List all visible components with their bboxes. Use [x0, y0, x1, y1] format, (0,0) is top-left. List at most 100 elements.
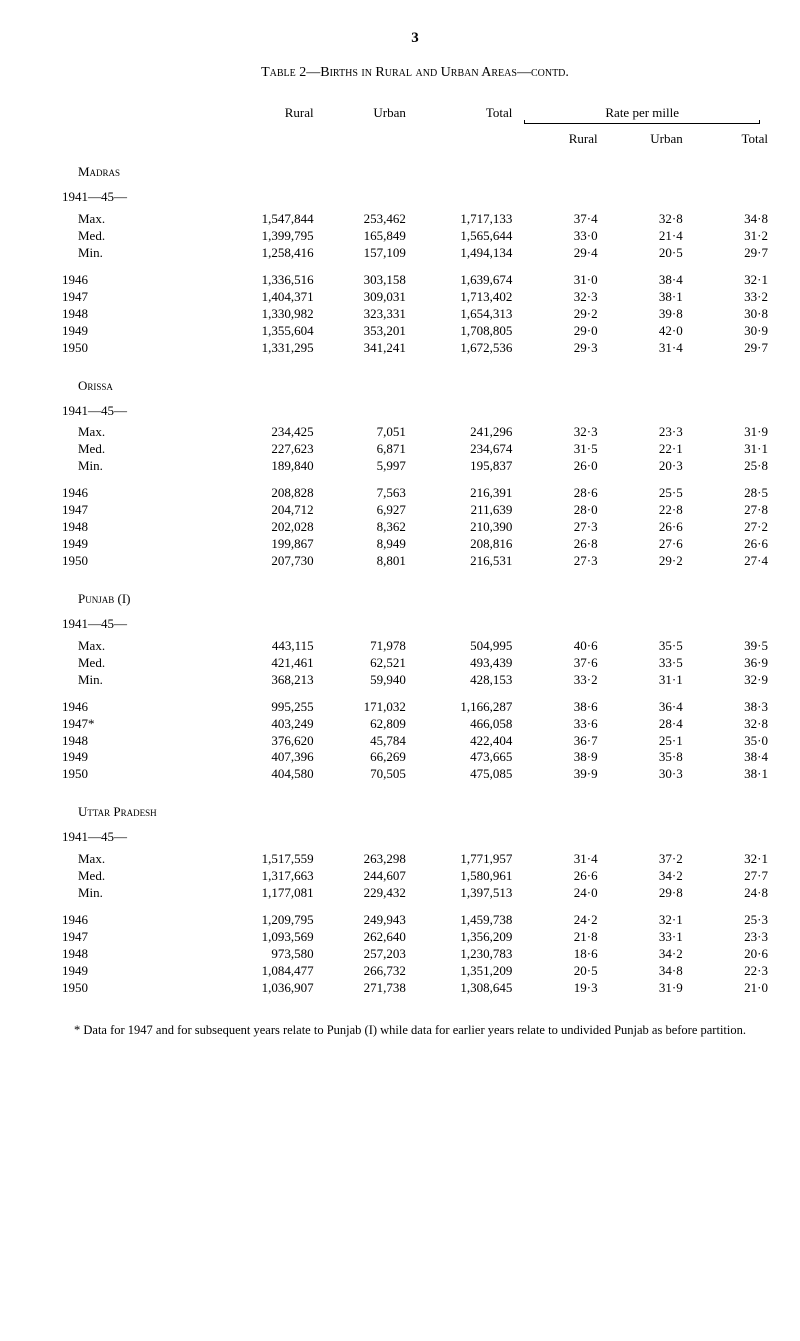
cell-rate-rural: 38·9 — [514, 749, 599, 766]
cell-total: 216,391 — [408, 485, 515, 502]
cell-rate-rural: 33·6 — [514, 716, 599, 733]
cell-rural: 199,867 — [209, 536, 316, 553]
cell-urban: 249,943 — [316, 912, 408, 929]
cell-total: 1,397,513 — [408, 885, 515, 902]
cell-total: 1,166,287 — [408, 699, 515, 716]
row-label: 1948 — [60, 946, 209, 963]
table-row: 19471,093,569262,6401,356,20921·833·123·… — [60, 929, 770, 946]
cell-rural: 403,249 — [209, 716, 316, 733]
cell-rural: 421,461 — [209, 655, 316, 672]
row-label: 1949 — [60, 536, 209, 553]
table-row: Med.421,46162,521493,43937·633·536·9 — [60, 655, 770, 672]
cell-rate-rural: 29·2 — [514, 306, 599, 323]
cell-urban: 5,997 — [316, 458, 408, 475]
col-total: Total — [408, 105, 515, 131]
cell-rural: 995,255 — [209, 699, 316, 716]
cell-rate-rural: 24·2 — [514, 912, 599, 929]
cell-rural: 1,317,663 — [209, 868, 316, 885]
cell-urban: 6,871 — [316, 441, 408, 458]
cell-urban: 62,809 — [316, 716, 408, 733]
cell-total: 1,639,674 — [408, 272, 515, 289]
cell-rural: 368,213 — [209, 672, 316, 689]
cell-rate-rural: 27·3 — [514, 553, 599, 570]
cell-urban: 263,298 — [316, 851, 408, 868]
cell-rate-total: 25·3 — [685, 912, 770, 929]
cell-rate-total: 36·9 — [685, 655, 770, 672]
cell-total: 493,439 — [408, 655, 515, 672]
table-row: 19481,330,982323,3311,654,31329·239·830·… — [60, 306, 770, 323]
col-urban: Urban — [316, 105, 408, 131]
cell-urban: 157,109 — [316, 245, 408, 262]
cell-total: 208,816 — [408, 536, 515, 553]
cell-rural: 1,547,844 — [209, 211, 316, 228]
cell-rate-urban: 20·5 — [600, 245, 685, 262]
row-label: 1947 — [60, 289, 209, 306]
cell-total: 1,308,645 — [408, 980, 515, 997]
row-label: 1947 — [60, 929, 209, 946]
table-row: 1948376,62045,784422,40436·725·135·0 — [60, 733, 770, 750]
cell-rural: 1,399,795 — [209, 228, 316, 245]
table-row: Med.1,317,663244,6071,580,96126·634·227·… — [60, 868, 770, 885]
births-table: Rural Urban Total Rate per mille Rural U… — [60, 105, 770, 1006]
cell-rate-urban: 26·6 — [600, 519, 685, 536]
table-row: 1948202,0288,362210,39027·326·627·2 — [60, 519, 770, 536]
cell-rate-total: 33·2 — [685, 289, 770, 306]
cell-urban: 7,051 — [316, 424, 408, 441]
cell-urban: 71,978 — [316, 638, 408, 655]
cell-rate-total: 26·6 — [685, 536, 770, 553]
table-row: Med.227,6236,871234,67431·522·131·1 — [60, 441, 770, 458]
table-row: 1947204,7126,927211,63928·022·827·8 — [60, 502, 770, 519]
row-label: Max. — [60, 851, 209, 868]
table-row: 19501,036,907271,7381,308,64519·331·921·… — [60, 980, 770, 997]
cell-rate-total: 27·8 — [685, 502, 770, 519]
table-row: 19461,336,516303,1581,639,67431·038·432·… — [60, 272, 770, 289]
row-label: Max. — [60, 638, 209, 655]
cell-rate-total: 34·8 — [685, 211, 770, 228]
region-heading: Punjab (I) — [60, 580, 770, 611]
col-rate-urban: Urban — [600, 131, 685, 153]
table-header-row-2: Rural Urban Total — [60, 131, 770, 153]
cell-urban: 8,801 — [316, 553, 408, 570]
cell-rate-total: 31·1 — [685, 441, 770, 458]
cell-urban: 253,462 — [316, 211, 408, 228]
cell-rural: 973,580 — [209, 946, 316, 963]
table-row: 19501,331,295341,2411,672,53629·331·429·… — [60, 340, 770, 357]
cell-rate-rural: 29·3 — [514, 340, 599, 357]
cell-rate-rural: 36·7 — [514, 733, 599, 750]
cell-rural: 1,084,477 — [209, 963, 316, 980]
cell-urban: 323,331 — [316, 306, 408, 323]
cell-urban: 8,362 — [316, 519, 408, 536]
cell-rate-rural: 33·2 — [514, 672, 599, 689]
cell-rural: 189,840 — [209, 458, 316, 475]
cell-rate-total: 20·6 — [685, 946, 770, 963]
col-rate-rural: Rural — [514, 131, 599, 153]
cell-total: 1,708,805 — [408, 323, 515, 340]
cell-rate-rural: 29·4 — [514, 245, 599, 262]
cell-rural: 1,404,371 — [209, 289, 316, 306]
cell-rate-total: 21·0 — [685, 980, 770, 997]
cell-urban: 62,521 — [316, 655, 408, 672]
cell-rate-total: 39·5 — [685, 638, 770, 655]
cell-urban: 271,738 — [316, 980, 408, 997]
table-row: Max.1,517,559263,2981,771,95731·437·232·… — [60, 851, 770, 868]
cell-rural: 208,828 — [209, 485, 316, 502]
row-label: 1946 — [60, 699, 209, 716]
cell-rate-urban: 33·5 — [600, 655, 685, 672]
cell-rural: 234,425 — [209, 424, 316, 441]
cell-rate-total: 29·7 — [685, 340, 770, 357]
table-row: 1949407,39666,269473,66538·935·838·4 — [60, 749, 770, 766]
cell-total: 1,717,133 — [408, 211, 515, 228]
cell-rate-rural: 32·3 — [514, 424, 599, 441]
cell-rate-urban: 34·2 — [600, 946, 685, 963]
table-row: Min.1,177,081229,4321,397,51324·029·824·… — [60, 885, 770, 902]
cell-urban: 309,031 — [316, 289, 408, 306]
table-row: Max.443,11571,978504,99540·635·539·5 — [60, 638, 770, 655]
cell-rate-urban: 34·8 — [600, 963, 685, 980]
cell-rural: 204,712 — [209, 502, 316, 519]
cell-rate-total: 28·5 — [685, 485, 770, 502]
cell-rate-total: 27·2 — [685, 519, 770, 536]
cell-rate-total: 29·7 — [685, 245, 770, 262]
cell-rate-total: 38·3 — [685, 699, 770, 716]
cell-urban: 6,927 — [316, 502, 408, 519]
row-label: Min. — [60, 245, 209, 262]
